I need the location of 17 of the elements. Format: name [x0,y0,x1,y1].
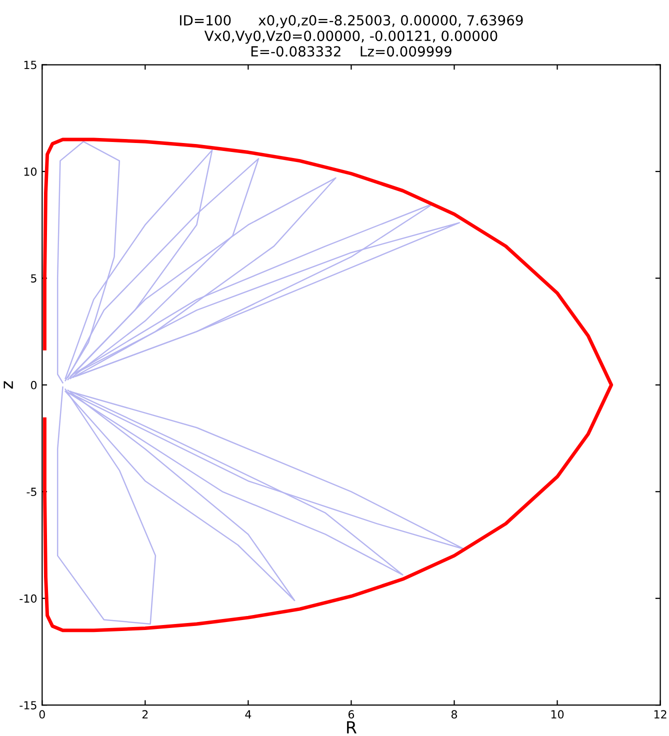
x-tick-label: 6 [348,710,354,719]
y-tick-label: 15 [24,60,36,70]
x-tick-label: 4 [245,710,252,718]
y-axis-title: z [4,381,13,389]
x-tick-label: 12 [654,710,666,718]
x-tick-label: 0 [39,710,45,719]
y-tick-label: -5 [26,488,36,496]
y-tick-label: 5 [31,274,36,283]
chart-title: ID=100 x0,y0,z0=-8.25003, 0.00000, 7.63969 Vx0,Vy0,Vz0=0.00000, -0.00121, 0.00000 E=-0.083332 Lz=0.009999 [180,15,523,57]
x-tick-label: 8 [451,710,458,719]
y-tick-label: -10 [20,594,37,603]
y-tick-label: 0 [30,380,37,390]
x-tick-label: 2 [142,710,148,718]
x-tick-label: 10 [551,710,564,719]
y-tick-label: -15 [20,701,36,710]
y-tick-label: 10 [24,167,37,176]
x-axis-title: R [347,721,357,734]
